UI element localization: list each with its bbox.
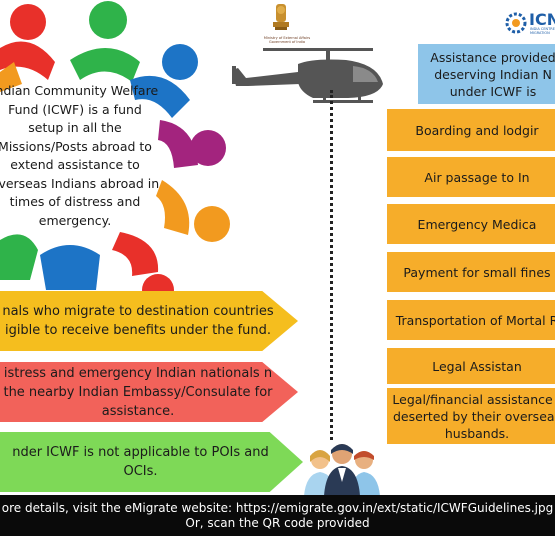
service-label: Boarding and lodgir xyxy=(415,122,539,138)
people-circle-graphic xyxy=(0,1,230,300)
footer-details-text: ore details, visit the eMigrate website:… xyxy=(1,501,554,515)
service-air-passage: Air passage to In xyxy=(387,157,555,197)
assistance-header-text: Assistance provided deserving Indian N u… xyxy=(430,49,555,99)
service-label: Payment for small fines xyxy=(403,264,551,280)
service-emergency-medical: Emergency Medica xyxy=(387,204,555,244)
icwf-description: Indian Community Welfare Fund (ICWF) is … xyxy=(0,83,160,228)
service-legal-assistance: Legal Assistan xyxy=(387,348,555,384)
service-deserted-spouses: Legal/financial assistance t deserted by… xyxy=(387,388,555,444)
service-small-fines: Payment for small fines xyxy=(387,252,555,292)
distress-text: istress and emergency Indian nationals n… xyxy=(3,365,273,419)
people-group-icon xyxy=(304,444,380,496)
not-applicable-text: nder ICWF is not applicable to POIs and … xyxy=(12,445,269,479)
national-emblem-icon xyxy=(273,4,289,30)
emblem-caption: Ministry of External Affairs Government … xyxy=(263,36,311,44)
service-label: Air passage to In xyxy=(424,169,530,185)
footer: ore details, visit the eMigrate website:… xyxy=(0,495,555,536)
person-figure-red xyxy=(0,4,55,80)
helicopter-icon xyxy=(232,48,383,103)
person-figure-green xyxy=(70,1,140,82)
distress-arrow: istress and emergency Indian nationals n… xyxy=(0,362,298,422)
eligibility-arrow: nals who migrate to destination countrie… xyxy=(0,291,298,351)
service-label: Transportation of Mortal R xyxy=(395,312,555,328)
service-boarding-lodging: Boarding and lodgir xyxy=(387,109,555,151)
icn-logo-subtext: INDIA CENTRE FOR MIGRATION xyxy=(530,27,555,35)
person-figure-green-bottom xyxy=(0,234,38,280)
person-figure-blue xyxy=(130,44,198,118)
icn-logo-icon xyxy=(505,12,527,34)
person-figure-purple xyxy=(158,120,226,168)
service-label: Legal Assistan xyxy=(432,358,522,374)
eligibility-text: nals who migrate to destination countrie… xyxy=(2,304,274,338)
person-figure-blue-bottom xyxy=(40,245,100,290)
service-label: Legal/financial assistance t deserted by… xyxy=(392,391,555,441)
service-mortal-remains: Transportation of Mortal R xyxy=(387,300,555,340)
footer-qr-text: Or, scan the QR code provided xyxy=(185,516,370,530)
icn-logo-text: ICN xyxy=(529,10,555,29)
person-figure-red-bottom xyxy=(112,232,174,300)
assistance-header-box: Assistance provided deserving Indian N u… xyxy=(418,44,555,104)
person-figure-orange-top xyxy=(0,62,22,92)
connector-line xyxy=(330,90,333,440)
service-label: Emergency Medica xyxy=(417,216,537,232)
not-applicable-arrow: nder ICWF is not applicable to POIs and … xyxy=(0,432,303,492)
person-figure-orange xyxy=(156,180,230,242)
